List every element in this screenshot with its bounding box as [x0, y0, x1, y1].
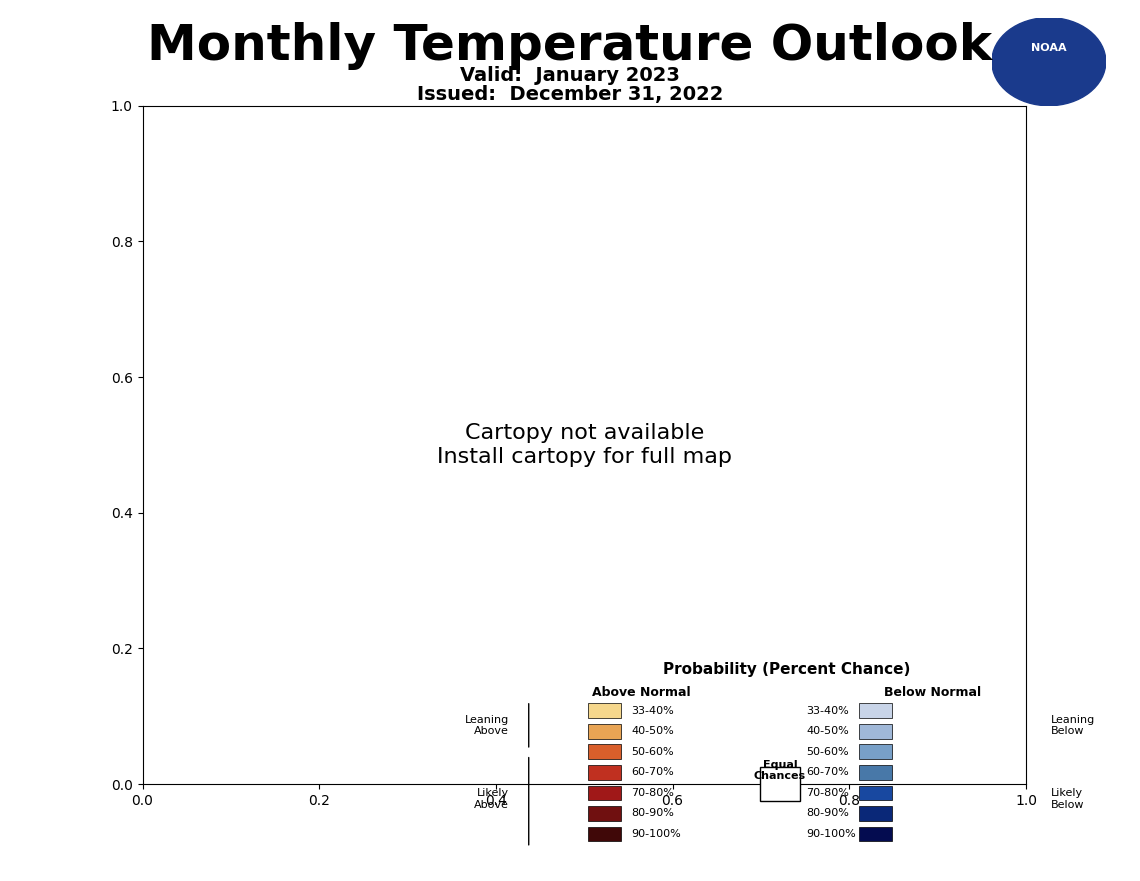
Text: Cartopy not available
Install cartopy for full map: Cartopy not available Install cartopy fo…: [437, 423, 732, 467]
FancyBboxPatch shape: [760, 767, 800, 801]
FancyBboxPatch shape: [860, 786, 893, 800]
Text: 40-50%: 40-50%: [632, 726, 674, 737]
Text: 50-60%: 50-60%: [806, 747, 849, 757]
Text: Below Normal: Below Normal: [884, 686, 980, 700]
Text: Likely
Below: Likely Below: [1051, 788, 1084, 810]
Text: 90-100%: 90-100%: [632, 829, 681, 839]
Text: 33-40%: 33-40%: [806, 706, 849, 715]
Text: Monthly Temperature Outlook: Monthly Temperature Outlook: [147, 22, 993, 70]
Circle shape: [992, 18, 1106, 106]
FancyBboxPatch shape: [860, 826, 893, 841]
Text: 60-70%: 60-70%: [806, 767, 849, 777]
FancyBboxPatch shape: [588, 724, 621, 738]
Text: 80-90%: 80-90%: [632, 809, 674, 818]
Text: Equal
Chances: Equal Chances: [754, 759, 806, 781]
Text: 50-60%: 50-60%: [632, 747, 674, 757]
FancyBboxPatch shape: [860, 765, 893, 780]
Text: NOAA: NOAA: [1031, 43, 1067, 54]
FancyBboxPatch shape: [588, 744, 621, 759]
Text: 70-80%: 70-80%: [806, 788, 849, 798]
Text: Leaning
Above: Leaning Above: [465, 714, 508, 737]
Text: Probability (Percent Chance): Probability (Percent Chance): [663, 662, 910, 677]
FancyBboxPatch shape: [588, 826, 621, 841]
FancyBboxPatch shape: [860, 744, 893, 759]
FancyBboxPatch shape: [860, 724, 893, 738]
Text: 80-90%: 80-90%: [806, 809, 849, 818]
Text: 60-70%: 60-70%: [632, 767, 674, 777]
FancyBboxPatch shape: [588, 703, 621, 718]
FancyBboxPatch shape: [588, 765, 621, 780]
Text: Likely
Above: Likely Above: [474, 788, 508, 810]
Text: 90-100%: 90-100%: [806, 829, 856, 839]
Text: Issued:  December 31, 2022: Issued: December 31, 2022: [417, 85, 723, 105]
FancyBboxPatch shape: [588, 806, 621, 821]
Text: 33-40%: 33-40%: [632, 706, 674, 715]
FancyBboxPatch shape: [860, 703, 893, 718]
Text: 70-80%: 70-80%: [632, 788, 674, 798]
Text: Above Normal: Above Normal: [592, 686, 691, 700]
FancyBboxPatch shape: [588, 786, 621, 800]
Text: Leaning
Below: Leaning Below: [1051, 714, 1096, 737]
FancyBboxPatch shape: [860, 806, 893, 821]
Text: 40-50%: 40-50%: [806, 726, 849, 737]
Text: Valid:  January 2023: Valid: January 2023: [461, 66, 679, 85]
